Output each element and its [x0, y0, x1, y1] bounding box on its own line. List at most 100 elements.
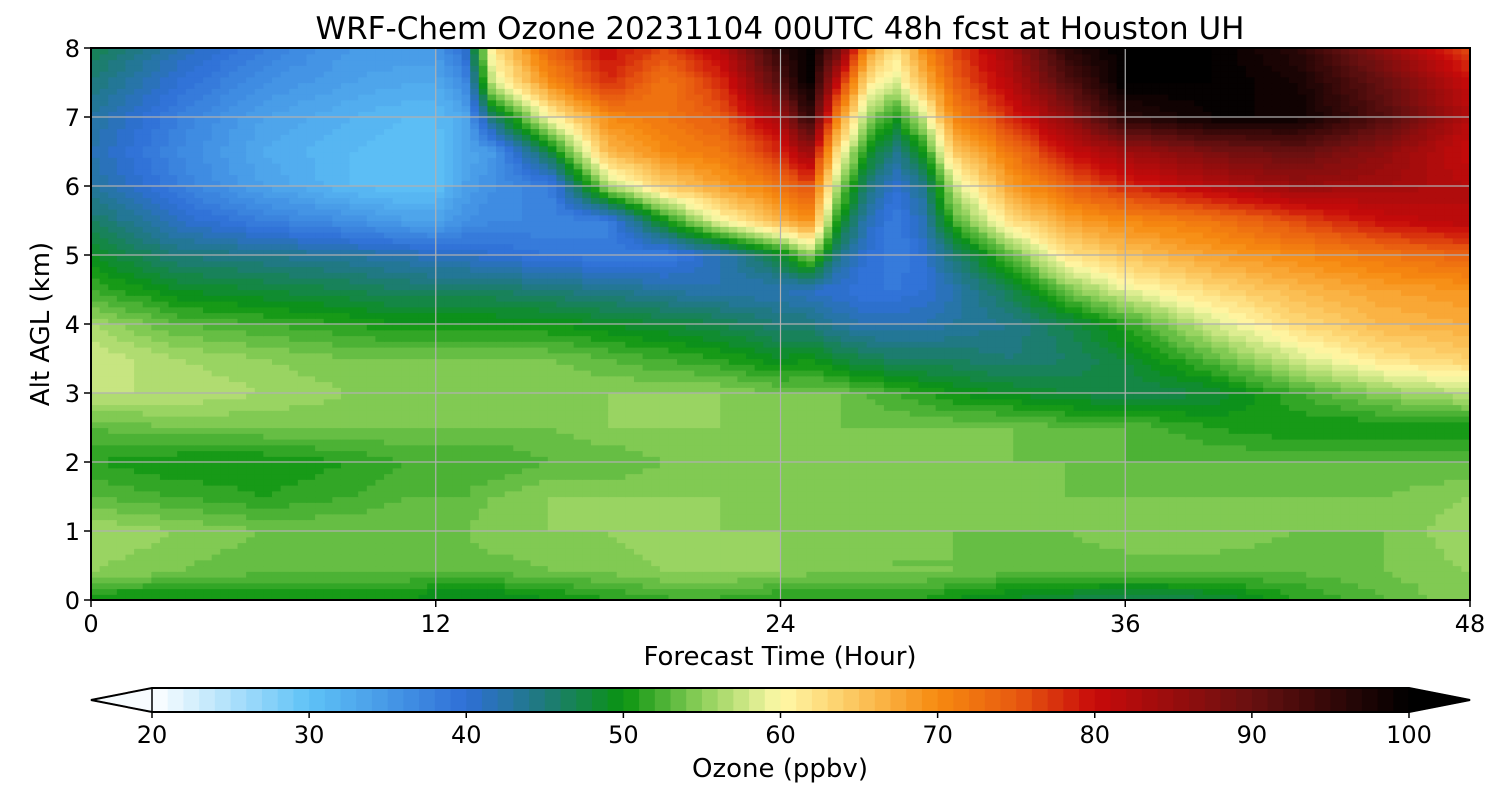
- heatmap-cell: [1254, 479, 1264, 486]
- heatmap-cell: [918, 421, 928, 429]
- heatmap-cell: [633, 421, 644, 429]
- heatmap-cell: [737, 433, 747, 440]
- heatmap-cell: [1366, 559, 1376, 567]
- heatmap-cell: [918, 502, 928, 509]
- heatmap-cell: [289, 531, 299, 538]
- heatmap-cell: [797, 525, 807, 532]
- heatmap-cell: [1245, 536, 1256, 544]
- heatmap-cell: [1220, 508, 1230, 515]
- heatmap-cell: [573, 433, 583, 440]
- heatmap-cell: [504, 450, 514, 457]
- heatmap-cell: [280, 531, 290, 538]
- heatmap-cell: [194, 485, 204, 492]
- heatmap-cell: [1194, 559, 1204, 567]
- heatmap-cell: [961, 565, 971, 572]
- heatmap-cell: [478, 421, 489, 429]
- heatmap-cell: [1082, 485, 1092, 492]
- heatmap-cell: [315, 531, 325, 538]
- heatmap-cell: [1021, 571, 1032, 578]
- heatmap-cell: [1116, 542, 1126, 549]
- heatmap-cell: [297, 554, 308, 561]
- heatmap-cell: [1220, 467, 1230, 475]
- heatmap-cell: [375, 496, 385, 503]
- heatmap-cell: [513, 444, 523, 452]
- heatmap-cell: [573, 519, 583, 526]
- heatmap-cell: [228, 519, 239, 526]
- heatmap-cell: [694, 473, 704, 480]
- heatmap-cell: [99, 588, 109, 595]
- heatmap-cell: [1013, 594, 1023, 601]
- heatmap-cell: [91, 536, 101, 544]
- heatmap-cell: [1194, 519, 1204, 526]
- heatmap-cell: [547, 513, 558, 521]
- heatmap-cell: [599, 531, 609, 538]
- heatmap-cell: [1401, 421, 1411, 429]
- heatmap-cell: [866, 571, 876, 578]
- heatmap-cell: [547, 531, 558, 538]
- heatmap-cell: [280, 450, 290, 457]
- heatmap-cell: [194, 416, 204, 423]
- heatmap-cell: [168, 548, 178, 555]
- heatmap-cell: [883, 439, 894, 446]
- heatmap-cell: [987, 542, 997, 549]
- heatmap-cell: [556, 594, 566, 601]
- heatmap-cell: [306, 490, 316, 498]
- heatmap-cell: [754, 594, 764, 601]
- heatmap-cell: [608, 594, 618, 601]
- heatmap-cell: [1133, 536, 1144, 544]
- heatmap-cell: [883, 433, 894, 440]
- heatmap-cell: [797, 421, 807, 429]
- heatmap-cell: [271, 444, 282, 452]
- heatmap-cell: [814, 582, 825, 590]
- heatmap-cell: [909, 513, 919, 521]
- heatmap-cell: [1168, 519, 1178, 526]
- heatmap-cell: [1151, 462, 1161, 469]
- heatmap-cell: [840, 502, 851, 509]
- heatmap-cell: [1435, 462, 1445, 469]
- heatmap-cell: [237, 548, 247, 555]
- heatmap-cell: [237, 427, 247, 434]
- heatmap-cell: [1151, 531, 1161, 538]
- heatmap-cell: [254, 513, 264, 521]
- heatmap-cell: [685, 485, 695, 492]
- heatmap-cell: [1030, 571, 1040, 578]
- heatmap-cell: [797, 479, 807, 486]
- heatmap-cell: [1082, 427, 1092, 434]
- heatmap-cell: [1211, 513, 1221, 521]
- heatmap-cell: [211, 427, 221, 434]
- heatmap-cell: [858, 444, 868, 452]
- heatmap-cell: [780, 525, 790, 532]
- heatmap-cell: [952, 577, 963, 584]
- heatmap-cell: [1090, 490, 1100, 498]
- heatmap-cell: [1056, 473, 1066, 480]
- heatmap-cell: [1064, 594, 1075, 601]
- heatmap-cell: [401, 456, 411, 463]
- heatmap-cell: [1323, 519, 1333, 526]
- heatmap-cell: [806, 577, 816, 584]
- heatmap-cell: [1064, 548, 1075, 555]
- heatmap-cell: [435, 577, 445, 584]
- heatmap-cell: [1263, 525, 1273, 532]
- heatmap-cell: [99, 571, 109, 578]
- heatmap-cell: [1108, 462, 1118, 469]
- heatmap-cell: [814, 433, 825, 440]
- heatmap-cell: [427, 525, 437, 532]
- heatmap-cell: [151, 485, 161, 492]
- heatmap-cell: [177, 456, 187, 463]
- heatmap-cell: [771, 433, 782, 440]
- heatmap-cell: [452, 582, 463, 590]
- heatmap-cell: [263, 456, 273, 463]
- heatmap-cell: [496, 450, 506, 457]
- heatmap-cell: [1013, 496, 1023, 503]
- heatmap-cell: [91, 554, 101, 561]
- heatmap-cell: [1349, 479, 1359, 486]
- heatmap-cell: [1383, 594, 1394, 601]
- heatmap-cell: [1280, 519, 1290, 526]
- heatmap-cell: [694, 485, 704, 492]
- heatmap-cell: [875, 571, 885, 578]
- heatmap-cell: [159, 559, 170, 567]
- heatmap-cell: [1176, 536, 1187, 544]
- heatmap-cell: [1185, 577, 1195, 584]
- heatmap-cell: [883, 490, 894, 498]
- heatmap-cell: [1280, 588, 1290, 595]
